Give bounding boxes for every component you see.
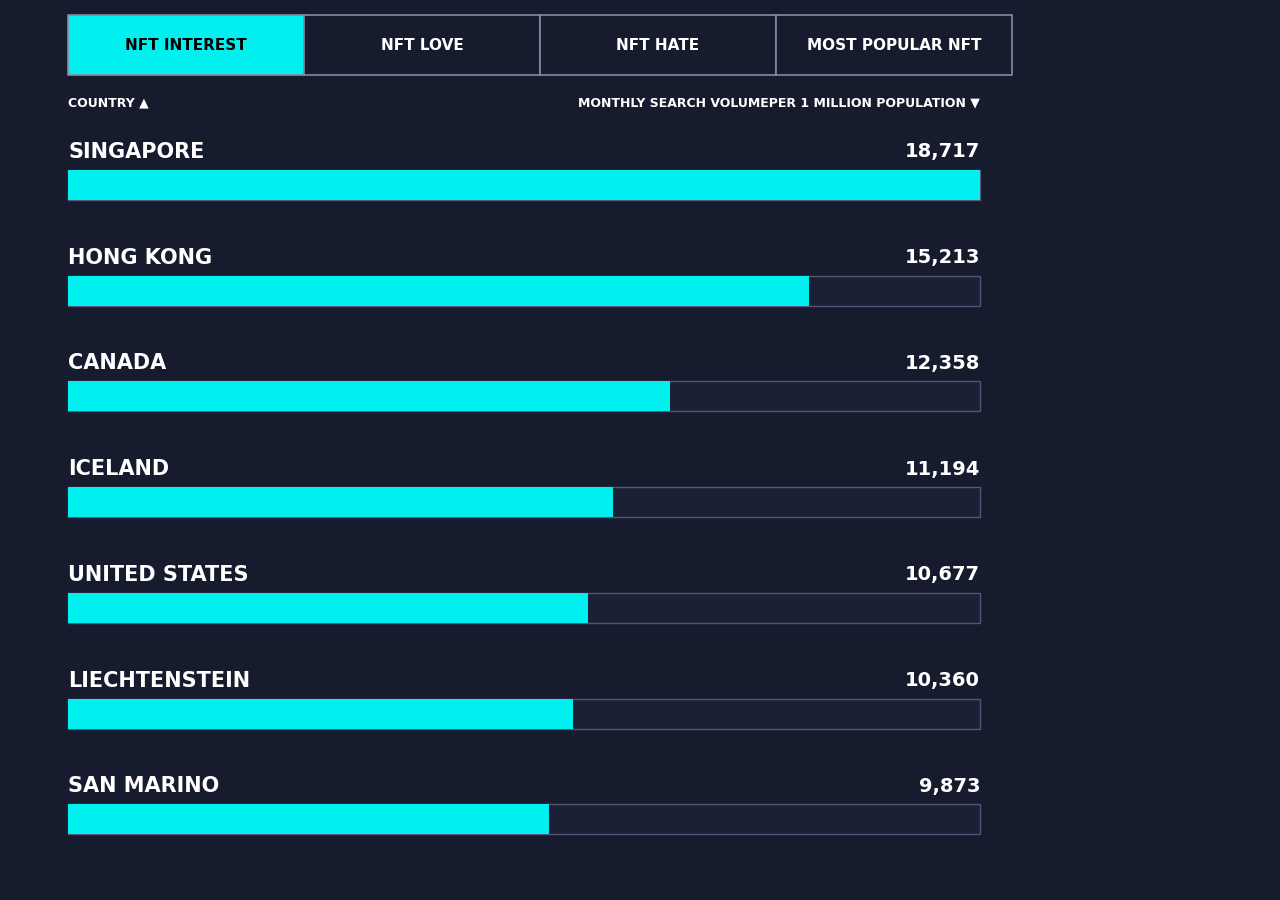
Bar bbox=[68, 593, 980, 623]
Text: 12,358: 12,358 bbox=[905, 354, 980, 373]
Bar bbox=[68, 170, 980, 200]
Bar bbox=[68, 698, 980, 729]
Bar bbox=[68, 275, 980, 306]
Text: UNITED STATES: UNITED STATES bbox=[68, 565, 248, 585]
Text: 18,717: 18,717 bbox=[905, 142, 980, 161]
Bar bbox=[68, 170, 980, 200]
Text: 15,213: 15,213 bbox=[905, 248, 980, 267]
Text: SINGAPORE: SINGAPORE bbox=[68, 142, 205, 162]
Text: 11,194: 11,194 bbox=[905, 460, 980, 479]
Text: NFT LOVE: NFT LOVE bbox=[380, 38, 463, 52]
Bar bbox=[776, 15, 1012, 75]
Bar bbox=[68, 487, 613, 518]
Bar bbox=[68, 805, 980, 834]
Text: LIECHTENSTEIN: LIECHTENSTEIN bbox=[68, 670, 250, 690]
Text: NFT INTEREST: NFT INTEREST bbox=[125, 38, 247, 52]
Bar bbox=[68, 382, 980, 411]
Bar bbox=[68, 593, 589, 623]
Text: CANADA: CANADA bbox=[68, 354, 166, 373]
Bar bbox=[68, 698, 572, 729]
Bar bbox=[540, 15, 776, 75]
Text: 9,873: 9,873 bbox=[919, 777, 980, 796]
Bar bbox=[68, 15, 305, 75]
Text: 10,677: 10,677 bbox=[905, 565, 980, 584]
Text: NFT HATE: NFT HATE bbox=[617, 38, 700, 52]
Text: 10,360: 10,360 bbox=[905, 671, 980, 690]
Bar bbox=[68, 382, 671, 411]
Bar bbox=[68, 487, 980, 518]
Text: ICELAND: ICELAND bbox=[68, 459, 169, 479]
Bar bbox=[305, 15, 540, 75]
Text: COUNTRY ▲: COUNTRY ▲ bbox=[68, 96, 148, 110]
Bar bbox=[68, 805, 549, 834]
Text: MOST POPULAR NFT: MOST POPULAR NFT bbox=[806, 38, 982, 52]
Text: MONTHLY SEARCH VOLUMEPER 1 MILLION POPULATION ▼: MONTHLY SEARCH VOLUMEPER 1 MILLION POPUL… bbox=[579, 96, 980, 110]
Text: HONG KONG: HONG KONG bbox=[68, 248, 212, 267]
Text: SAN MARINO: SAN MARINO bbox=[68, 777, 219, 797]
Bar bbox=[68, 275, 809, 306]
